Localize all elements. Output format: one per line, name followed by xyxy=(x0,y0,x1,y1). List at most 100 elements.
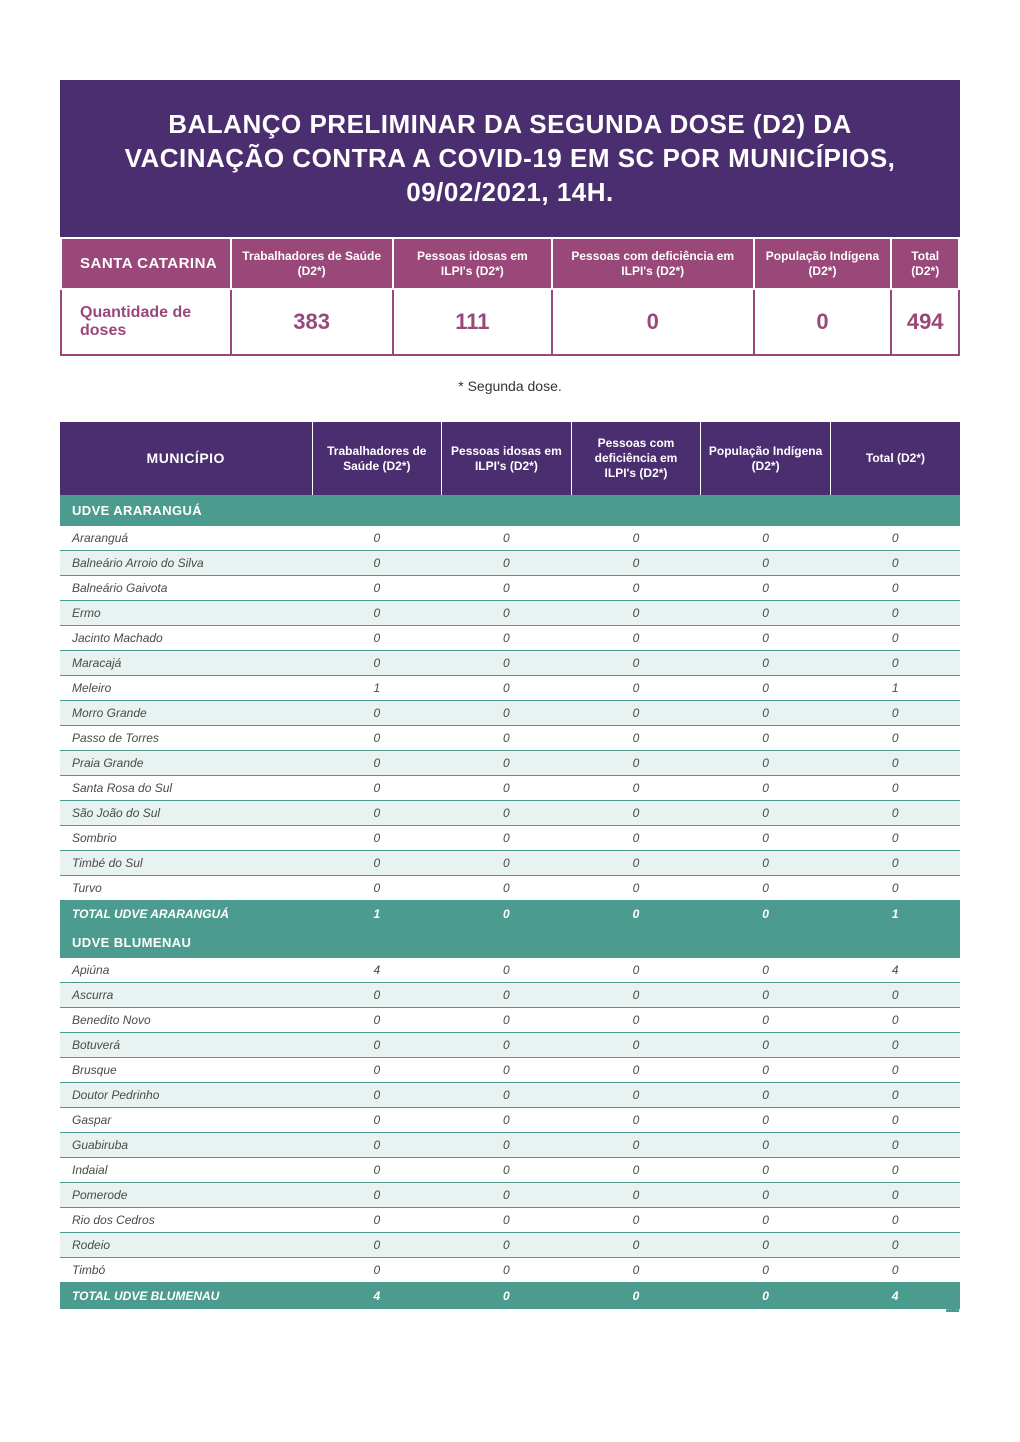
municipality-name: Pomerode xyxy=(60,1183,312,1208)
cell-value: 0 xyxy=(701,801,831,826)
cell-value: 0 xyxy=(701,651,831,676)
cell-value: 0 xyxy=(830,776,960,801)
cell-value: 0 xyxy=(830,876,960,901)
table-row: Gaspar00000 xyxy=(60,1108,960,1133)
cell-value: 0 xyxy=(571,851,701,876)
cell-value: 0 xyxy=(701,1058,831,1083)
cell-value: 0 xyxy=(571,526,701,551)
summary-header-col4: População Indígena (D2*) xyxy=(754,238,892,289)
cell-value: 0 xyxy=(442,676,572,701)
cell-value: 0 xyxy=(571,601,701,626)
cell-value: 0 xyxy=(442,651,572,676)
main-header-col5: Total (D2*) xyxy=(830,422,960,495)
cell-value: 0 xyxy=(571,701,701,726)
municipality-name: Gaspar xyxy=(60,1108,312,1133)
cell-value: 0 xyxy=(701,776,831,801)
cell-value: 0 xyxy=(571,1058,701,1083)
cell-value: 0 xyxy=(701,851,831,876)
summary-val-4: 0 xyxy=(754,289,892,355)
summary-val-1: 383 xyxy=(231,289,393,355)
cell-value: 0 xyxy=(312,776,442,801)
table-row: Brusque00000 xyxy=(60,1058,960,1083)
main-header-row: MUNICÍPIO Trabalhadores de Saúde (D2*) P… xyxy=(60,422,960,495)
cell-value: 0 xyxy=(701,601,831,626)
cell-value: 0 xyxy=(571,1108,701,1133)
main-header-col4: População Indígena (D2*) xyxy=(701,422,831,495)
cell-value: 4 xyxy=(312,958,442,983)
municipality-name: Doutor Pedrinho xyxy=(60,1083,312,1108)
municipality-name: Araranguá xyxy=(60,526,312,551)
cell-value: 0 xyxy=(701,1108,831,1133)
cell-value: 0 xyxy=(312,876,442,901)
summary-header-col5: Total (D2*) xyxy=(891,238,959,289)
cell-value: 0 xyxy=(312,651,442,676)
table-row: Sombrio00000 xyxy=(60,826,960,851)
cell-value: 0 xyxy=(442,701,572,726)
table-row: Rio dos Cedros00000 xyxy=(60,1208,960,1233)
municipality-name: Apiúna xyxy=(60,958,312,983)
main-header-col2: Pessoas idosas em ILPI's (D2*) xyxy=(442,422,572,495)
cell-value: 0 xyxy=(442,626,572,651)
cell-value: 0 xyxy=(312,801,442,826)
region-name: UDVE ARARANGUÁ xyxy=(60,495,960,526)
cell-value: 0 xyxy=(571,776,701,801)
cell-value: 0 xyxy=(312,551,442,576)
cell-value: 0 xyxy=(312,1083,442,1108)
cell-value: 0 xyxy=(571,651,701,676)
table-row: Morro Grande00000 xyxy=(60,701,960,726)
cell-value: 0 xyxy=(442,601,572,626)
table-row: Passo de Torres00000 xyxy=(60,726,960,751)
cell-value: 0 xyxy=(830,801,960,826)
cell-value: 0 xyxy=(312,1258,442,1283)
municipality-name: Timbé do Sul xyxy=(60,851,312,876)
cell-value: 1 xyxy=(830,676,960,701)
cell-value: 0 xyxy=(442,1183,572,1208)
cell-value: 0 xyxy=(830,1033,960,1058)
cell-value: 0 xyxy=(830,1208,960,1233)
cell-value: 0 xyxy=(701,826,831,851)
municipality-name: São João do Sul xyxy=(60,801,312,826)
summary-header-state: SANTA CATARINA xyxy=(61,238,231,289)
summary-val-3: 0 xyxy=(552,289,754,355)
region-total-row: TOTAL UDVE ARARANGUÁ10001 xyxy=(60,901,960,928)
cell-value: 0 xyxy=(701,526,831,551)
cell-value: 0 xyxy=(312,1133,442,1158)
cell-value: 0 xyxy=(571,576,701,601)
municipality-name: Benedito Novo xyxy=(60,1008,312,1033)
cell-value: 0 xyxy=(830,651,960,676)
table-row: Timbó00000 xyxy=(60,1258,960,1283)
cell-value: 0 xyxy=(442,551,572,576)
summary-header-col1: Trabalhadores de Saúde (D2*) xyxy=(231,238,393,289)
table-row: Ascurra00000 xyxy=(60,983,960,1008)
cell-value: 0 xyxy=(312,1208,442,1233)
cell-value: 0 xyxy=(830,751,960,776)
cell-value: 0 xyxy=(442,576,572,601)
cell-value: 0 xyxy=(312,1033,442,1058)
cell-value: 0 xyxy=(571,626,701,651)
region-total-value: 0 xyxy=(701,901,831,928)
cell-value: 0 xyxy=(830,526,960,551)
cell-value: 0 xyxy=(830,1108,960,1133)
summary-row-label: Quantidade de doses xyxy=(61,289,231,355)
cell-value: 0 xyxy=(442,1058,572,1083)
cell-value: 0 xyxy=(312,751,442,776)
cell-value: 0 xyxy=(830,1083,960,1108)
cell-value: 0 xyxy=(830,601,960,626)
cell-value: 0 xyxy=(830,576,960,601)
municipality-name: Ermo xyxy=(60,601,312,626)
cell-value: 0 xyxy=(442,726,572,751)
cell-value: 0 xyxy=(701,1008,831,1033)
summary-table: SANTA CATARINA Trabalhadores de Saúde (D… xyxy=(60,237,960,356)
region-total-label: TOTAL UDVE ARARANGUÁ xyxy=(60,901,312,928)
cell-value: 0 xyxy=(830,726,960,751)
cell-value: 0 xyxy=(571,676,701,701)
summary-val-5: 494 xyxy=(891,289,959,355)
cell-value: 0 xyxy=(442,983,572,1008)
table-row: Ermo00000 xyxy=(60,601,960,626)
cell-value: 0 xyxy=(312,701,442,726)
cell-value: 0 xyxy=(701,676,831,701)
cell-value: 0 xyxy=(571,958,701,983)
cell-value: 0 xyxy=(571,1083,701,1108)
table-row: Praia Grande00000 xyxy=(60,751,960,776)
cell-value: 0 xyxy=(571,726,701,751)
